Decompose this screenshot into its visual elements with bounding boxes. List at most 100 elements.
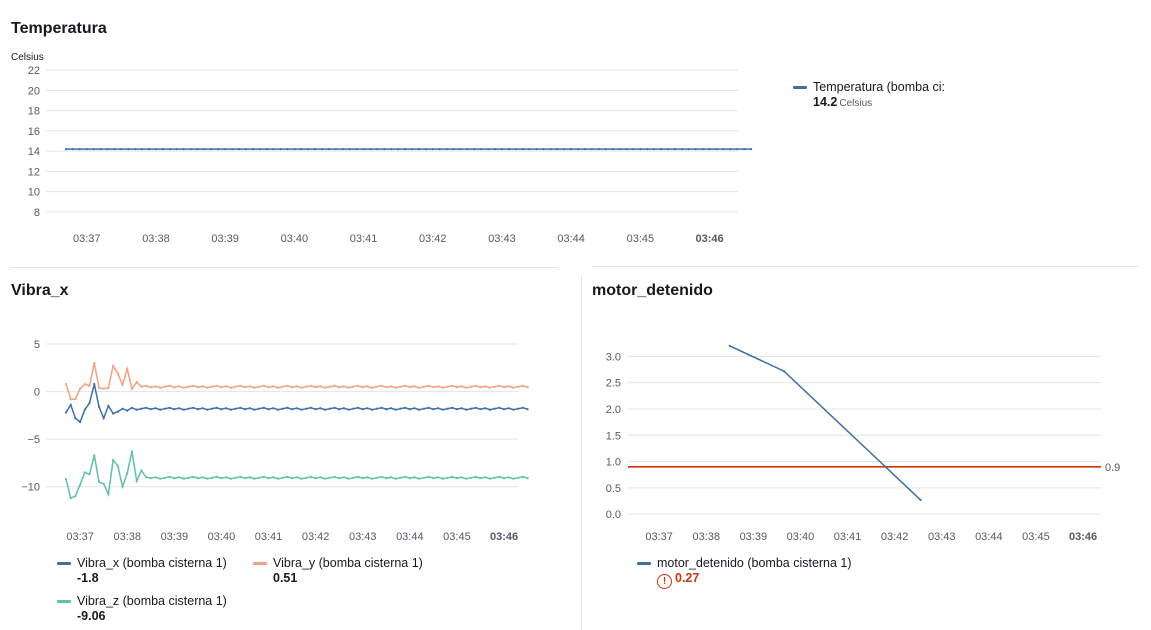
- data-point: [460, 385, 463, 388]
- x-tick-label: 03:37: [73, 233, 101, 245]
- motor-detenido-legend-item[interactable]: motor_detenido (bomba cisterna 1) ! 0.27: [637, 556, 852, 589]
- data-point: [258, 476, 261, 479]
- data-point: [121, 485, 124, 488]
- data-point: [413, 385, 416, 388]
- data-point: [163, 476, 166, 479]
- x-tick-label: 03:45: [627, 233, 655, 245]
- data-point: [168, 475, 171, 478]
- temperatura-unit-label: Celsius: [11, 52, 44, 63]
- data-point: [69, 497, 72, 500]
- data-point: [380, 475, 383, 478]
- x-tick-label: 03:40: [208, 531, 236, 543]
- data-point: [625, 148, 628, 151]
- data-point: [276, 477, 280, 480]
- data-point: [300, 386, 303, 389]
- data-point: [563, 148, 566, 151]
- data-point: [507, 148, 510, 151]
- x-tick-label: 03:41: [834, 531, 862, 543]
- data-point: [404, 406, 407, 409]
- vibra-y-legend-item[interactable]: Vibra_y (bomba cisterna 1) 0.51: [253, 556, 423, 585]
- data-point: [604, 148, 607, 151]
- data-point: [74, 398, 77, 401]
- data-point: [300, 477, 303, 480]
- data-point: [140, 469, 143, 472]
- data-point: [446, 407, 449, 410]
- data-point: [279, 148, 282, 151]
- data-point: [64, 478, 68, 481]
- data-point: [154, 385, 157, 388]
- data-point: [74, 417, 77, 420]
- y-tick-label: 1.5: [606, 430, 621, 442]
- temperatura-legend-item[interactable]: Temperatura (bomba ci: 14.2 Celsius: [793, 80, 945, 109]
- data-point: [722, 148, 725, 151]
- data-point: [286, 148, 289, 151]
- data-point: [323, 386, 327, 389]
- data-point: [328, 385, 331, 388]
- data-point: [140, 385, 143, 388]
- data-point: [135, 408, 138, 411]
- data-point: [126, 367, 129, 370]
- data-point: [99, 148, 102, 151]
- data-point: [729, 148, 732, 151]
- data-point: [694, 148, 697, 151]
- data-point: [309, 475, 312, 478]
- data-point: [347, 408, 350, 411]
- data-point: [380, 406, 383, 409]
- data-point: [347, 477, 350, 480]
- motor-detenido-title: motor_detenido: [592, 282, 713, 299]
- data-point: [484, 407, 487, 410]
- data-point: [229, 386, 232, 389]
- data-point: [389, 476, 393, 479]
- data-point: [135, 479, 138, 483]
- data-point: [88, 473, 91, 476]
- data-point: [570, 148, 573, 151]
- data-point: [314, 477, 317, 480]
- data-point: [163, 385, 166, 388]
- data-point: [470, 407, 473, 410]
- data-point: [281, 407, 284, 410]
- x-tick-label: 03:41: [350, 233, 378, 245]
- data-point: [422, 385, 426, 388]
- data-point: [441, 477, 444, 480]
- data-point: [521, 406, 525, 409]
- data-point: [451, 406, 454, 409]
- data-point: [189, 148, 192, 151]
- data-point: [611, 148, 614, 151]
- data-point: [248, 385, 251, 388]
- data-point: [79, 387, 82, 390]
- data-point: [680, 148, 684, 151]
- data-point: [507, 476, 510, 479]
- x-tick-label: 03:42: [419, 233, 447, 245]
- data-point: [498, 475, 501, 478]
- x-tick-label: 03:43: [488, 233, 516, 245]
- data-point: [314, 148, 317, 151]
- data-point: [422, 476, 426, 479]
- data-point: [355, 148, 358, 151]
- x-tick-label: 03:42: [881, 531, 909, 543]
- data-point: [465, 386, 468, 389]
- vibra-z-legend-item[interactable]: Vibra_z (bomba cisterna 1) -9.06: [57, 594, 227, 623]
- data-point: [182, 386, 185, 389]
- data-point: [64, 148, 68, 151]
- data-point: [437, 476, 440, 479]
- data-point: [220, 477, 223, 480]
- data-point: [196, 386, 199, 389]
- data-point: [701, 148, 704, 151]
- data-point: [418, 408, 421, 411]
- data-point: [107, 493, 110, 496]
- data-point: [243, 386, 247, 389]
- data-point: [248, 476, 251, 479]
- data-point: [192, 475, 195, 478]
- x-tick-label: 03:45: [1022, 531, 1050, 543]
- data-point: [446, 385, 449, 388]
- vibra-x-legend-item[interactable]: Vibra_x (bomba cisterna 1) -1.8: [57, 556, 227, 585]
- data-point: [272, 476, 275, 479]
- data-point: [323, 477, 327, 480]
- data-point: [253, 477, 256, 480]
- data-point: [187, 385, 190, 388]
- data-point: [116, 372, 119, 375]
- data-point: [728, 344, 731, 347]
- data-point: [145, 384, 148, 387]
- data-point: [251, 148, 254, 151]
- data-point: [78, 148, 81, 151]
